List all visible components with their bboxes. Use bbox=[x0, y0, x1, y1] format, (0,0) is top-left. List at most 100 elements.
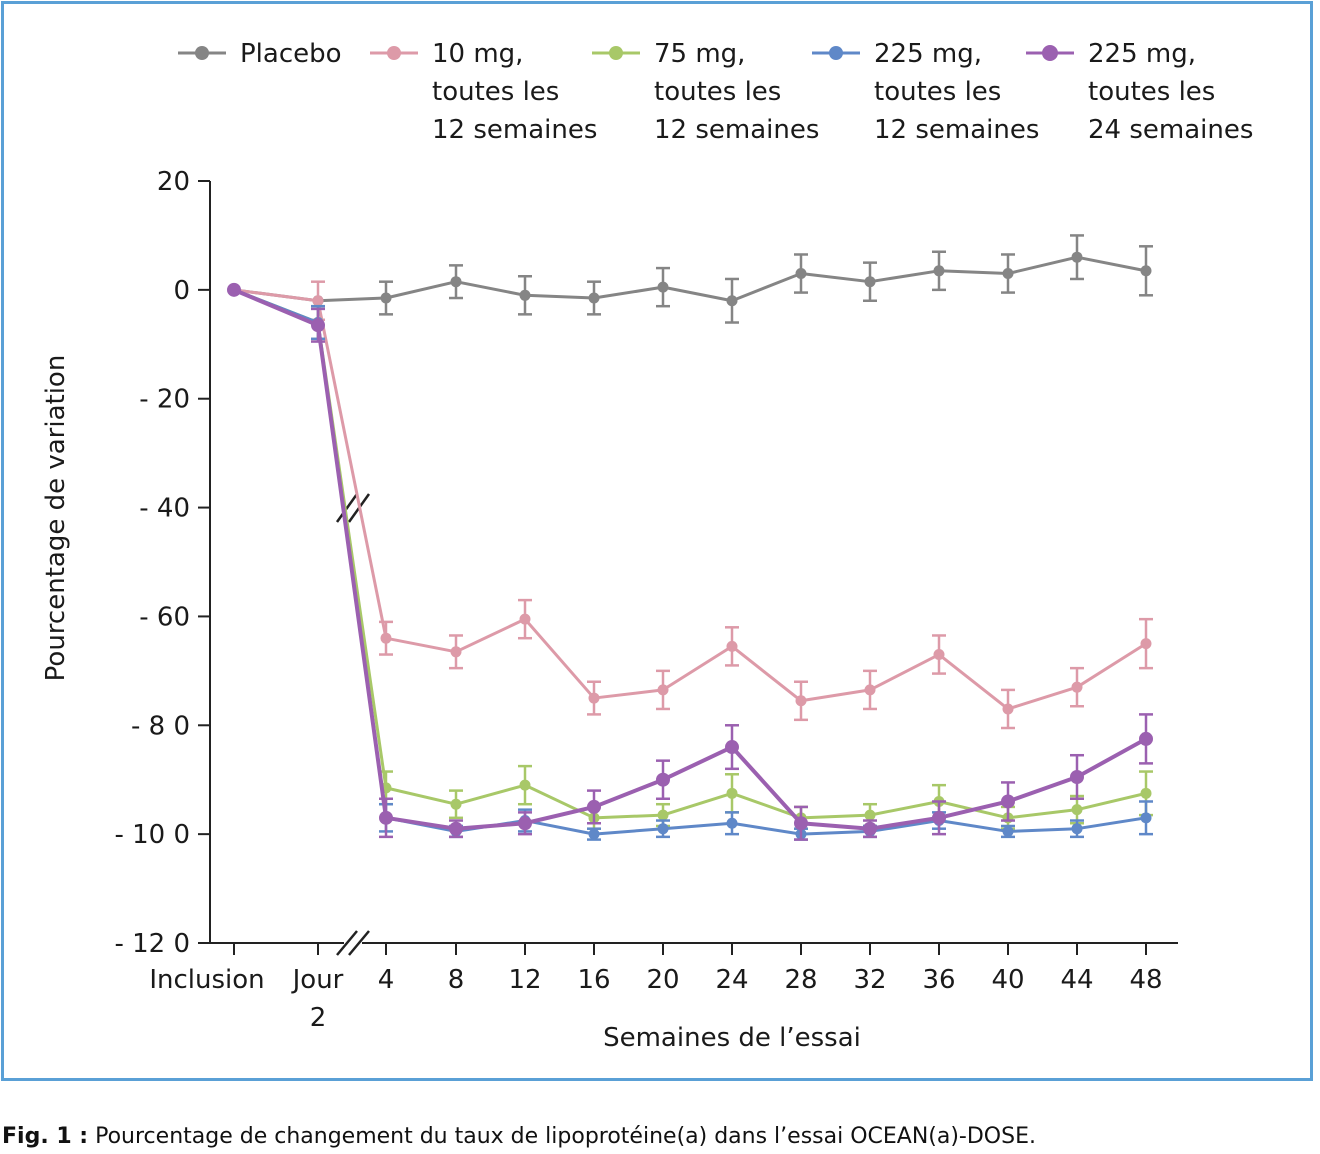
y-tick-label: - 20 bbox=[139, 385, 190, 415]
data-point bbox=[726, 295, 738, 307]
data-point bbox=[933, 649, 945, 661]
y-axis: 20 0 - 20 - 40 - 60 - 8 0 - 10 0 - 12 0 bbox=[114, 167, 371, 959]
x-tick-label: Jour 2 bbox=[291, 965, 344, 1033]
caption-text: Pourcentage de changement du taux de lip… bbox=[95, 1124, 1036, 1149]
data-point bbox=[1139, 731, 1153, 746]
data-point bbox=[1070, 769, 1084, 784]
data-point bbox=[1001, 794, 1015, 809]
legend-label: 10 mg, toutes les 12 semaines bbox=[432, 39, 597, 145]
data-point bbox=[588, 828, 600, 840]
data-point bbox=[379, 810, 393, 825]
data-point bbox=[864, 276, 876, 288]
data-point bbox=[726, 817, 738, 829]
y-tick-label: - 60 bbox=[139, 602, 190, 632]
data-point bbox=[518, 816, 532, 831]
y-tick-label: 0 bbox=[173, 276, 190, 306]
series-line bbox=[233, 255, 1147, 303]
data-point bbox=[1071, 823, 1083, 835]
data-point bbox=[588, 292, 600, 304]
data-point bbox=[933, 265, 945, 277]
x-tick-label: 32 bbox=[853, 965, 886, 995]
series-2 bbox=[228, 284, 1153, 830]
figure-frame bbox=[1, 1, 1313, 1081]
data-point bbox=[863, 821, 877, 836]
data-point bbox=[450, 646, 462, 658]
line-chart: Placebo 10 mg, toutes les 12 semaines 75 mg,… bbox=[41, 39, 1253, 1053]
x-tick-label: Inclusion bbox=[149, 965, 264, 995]
axis-break-mark bbox=[335, 493, 359, 523]
data-point bbox=[1140, 812, 1152, 824]
data-point bbox=[656, 772, 670, 787]
axis-break-mark bbox=[348, 930, 370, 956]
x-tick-label: 4 bbox=[378, 965, 395, 995]
x-tick-label: 12 bbox=[508, 965, 541, 995]
x-axis: Inclusion Jour 24 8 12 16 20 24 28 32 36 40 44 48 bbox=[149, 930, 1178, 1033]
legend-item: 10 mg, toutes les 12 semaines bbox=[370, 39, 597, 145]
y-tick-label: - 10 0 bbox=[114, 820, 190, 850]
legend-swatch-marker bbox=[195, 46, 209, 60]
data-point bbox=[519, 779, 531, 791]
series-line bbox=[233, 288, 1147, 711]
y-axis-label: Pourcentage de variation bbox=[41, 355, 71, 682]
y-tick-label: - 8 0 bbox=[131, 711, 190, 741]
data-point bbox=[519, 289, 531, 301]
x-tick-label: 24 bbox=[715, 965, 748, 995]
series-1 bbox=[228, 280, 1153, 730]
legend-label: 75 mg, toutes les 12 semaines bbox=[654, 39, 819, 145]
legend-swatch-marker bbox=[829, 46, 843, 60]
x-tick-label: 48 bbox=[1129, 965, 1162, 995]
data-point bbox=[587, 799, 601, 814]
data-point bbox=[864, 684, 876, 696]
series-line bbox=[233, 288, 1147, 831]
legend: Placebo 10 mg, toutes les 12 semaines 75 mg,… bbox=[178, 39, 1253, 145]
data-point bbox=[1071, 251, 1083, 263]
data-point bbox=[380, 632, 392, 644]
data-point bbox=[1002, 825, 1014, 837]
x-tick-label: 36 bbox=[922, 965, 955, 995]
series-4 bbox=[227, 282, 1153, 841]
x-axis-label: Semaines de l’essai bbox=[603, 1023, 861, 1053]
y-tick-label: - 12 0 bbox=[114, 929, 190, 959]
data-point bbox=[312, 295, 324, 307]
data-point bbox=[657, 823, 669, 835]
caption-label: Fig. 1 : bbox=[2, 1124, 89, 1149]
data-point bbox=[1071, 804, 1083, 816]
data-point bbox=[795, 268, 807, 280]
data-point bbox=[725, 740, 739, 755]
legend-swatch-marker bbox=[1042, 45, 1058, 61]
data-point bbox=[227, 282, 241, 297]
data-point bbox=[1140, 638, 1152, 650]
y-tick-label: 20 bbox=[157, 167, 190, 197]
data-point bbox=[1071, 681, 1083, 693]
legend-item: 225 mg, toutes les 12 semaines bbox=[812, 39, 1039, 145]
data-point bbox=[1002, 703, 1014, 715]
data-point bbox=[450, 798, 462, 810]
legend-item: 225 mg, toutes les 24 semaines bbox=[1026, 39, 1253, 145]
data-point bbox=[726, 787, 738, 799]
data-point bbox=[1140, 787, 1152, 799]
legend-swatch-marker bbox=[387, 46, 401, 60]
data-point bbox=[588, 692, 600, 704]
x-tick-label: 20 bbox=[646, 965, 679, 995]
series-line bbox=[233, 288, 1147, 820]
data-point bbox=[794, 816, 808, 831]
data-point bbox=[519, 613, 531, 625]
data-point bbox=[1002, 268, 1014, 280]
data-point bbox=[726, 640, 738, 652]
data-point bbox=[657, 684, 669, 696]
y-tick-label: - 40 bbox=[139, 494, 190, 524]
legend-item: 75 mg, toutes les 12 semaines bbox=[592, 39, 819, 145]
data-point bbox=[657, 809, 669, 821]
x-tick-label: 16 bbox=[577, 965, 610, 995]
legend-item: Placebo bbox=[178, 39, 342, 69]
data-point bbox=[657, 281, 669, 293]
data-point bbox=[1140, 265, 1152, 277]
data-point bbox=[449, 821, 463, 836]
legend-label: 225 mg, toutes les 24 semaines bbox=[1088, 39, 1253, 145]
data-point bbox=[380, 292, 392, 304]
legend-label: 225 mg, toutes les 12 semaines bbox=[874, 39, 1039, 145]
data-point bbox=[450, 276, 462, 288]
axis-break-mark bbox=[336, 930, 358, 956]
series-3 bbox=[228, 284, 1153, 841]
series-0 bbox=[228, 234, 1153, 324]
